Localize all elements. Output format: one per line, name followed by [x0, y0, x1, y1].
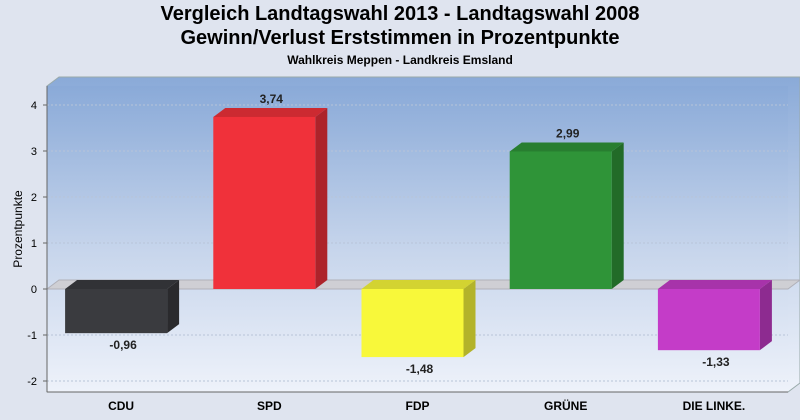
y-tick-label: -1: [27, 330, 37, 342]
bar-side: [167, 280, 180, 334]
bar-front: [213, 116, 316, 290]
chart-title-line2: Gewinn/Verlust Erststimmen in Prozentpun…: [180, 27, 620, 49]
y-tick-label: 2: [31, 192, 37, 204]
bar-fdp: [361, 280, 476, 358]
data-label: -1,48: [406, 362, 434, 376]
y-tick-label: 3: [31, 146, 37, 158]
bar-die-linke-: [657, 280, 772, 351]
data-label: 2,99: [556, 126, 580, 140]
y-tick-label: -2: [27, 376, 37, 388]
y-tick-label: 0: [31, 284, 37, 296]
chart-subtitle: Wahlkreis Meppen - Landkreis Emsland: [287, 53, 513, 67]
x-tick-label: CDU: [108, 399, 134, 413]
bar-cdu: [65, 280, 180, 334]
bar-top: [65, 280, 180, 289]
x-tick-label: DIE LINKE.: [683, 399, 746, 413]
x-tick-label: FDP: [406, 399, 430, 413]
y-tick-label: 4: [31, 100, 37, 112]
bar-side: [315, 107, 328, 290]
bar-top: [509, 142, 624, 152]
bar-front: [509, 151, 612, 289]
chart-title-line1: Vergleich Landtagswahl 2013 - Landtagswa…: [160, 3, 640, 25]
y-tick-label: 1: [31, 238, 37, 250]
data-label: -1,33: [702, 355, 730, 369]
bar-front: [65, 289, 168, 334]
bar-top: [361, 280, 476, 289]
bar-front: [657, 289, 760, 351]
bar-spd: [213, 107, 328, 290]
bar-side: [759, 280, 772, 351]
bar-side: [611, 142, 624, 289]
data-label: -0,96: [109, 338, 137, 352]
bar-top: [213, 107, 328, 117]
x-tick-label: SPD: [257, 399, 282, 413]
y-axis-title: Prozentpunkte: [11, 190, 25, 268]
bar-front: [361, 289, 464, 358]
bar-top: [657, 280, 772, 289]
bar-gr-ne: [509, 142, 624, 289]
bar-side: [463, 280, 476, 358]
data-label: 3,74: [260, 92, 284, 106]
x-tick-label: GRÜNE: [544, 398, 587, 413]
